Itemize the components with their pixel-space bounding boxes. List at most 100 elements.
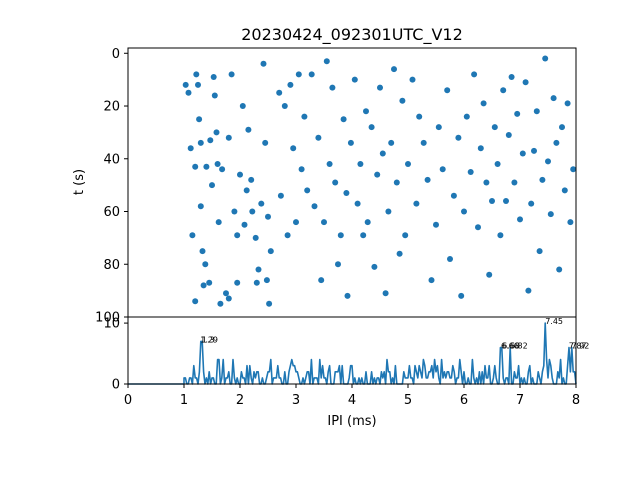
ipi-x-tick-label: 1: [180, 393, 188, 408]
raster-point: [450, 192, 457, 199]
raster-point: [234, 279, 241, 286]
raster-y-tick-label: 0: [112, 47, 120, 62]
raster-point: [517, 216, 523, 223]
raster-point: [197, 139, 204, 146]
raster-y-tick-label: 80: [103, 258, 120, 273]
raster-point: [424, 176, 431, 183]
raster-point: [196, 116, 203, 123]
raster-point: [195, 81, 201, 88]
ipi-histogram-plot: 1.291.3 6.666.686.82 7.45 7.877.92 0 1 2 3 4 5 6 7…: [103, 316, 589, 429]
raster-point: [343, 190, 350, 196]
raster-point: [284, 232, 291, 239]
raster-point: [371, 263, 378, 270]
raster-point: [219, 166, 226, 173]
raster-point: [458, 292, 465, 299]
raster-point: [231, 208, 238, 215]
raster-point: [409, 76, 416, 83]
raster-point: [344, 292, 351, 299]
raster-point: [323, 58, 330, 65]
raster-point: [281, 103, 288, 109]
raster-point: [321, 219, 327, 226]
raster-point: [416, 113, 423, 120]
raster-point: [564, 100, 571, 107]
raster-point: [357, 161, 364, 167]
ipi-x-tick-label: 4: [348, 393, 356, 408]
raster-point: [570, 166, 577, 173]
raster-point: [528, 200, 535, 207]
raster-point: [480, 100, 487, 107]
raster-point: [213, 129, 220, 136]
raster-point: [295, 71, 302, 78]
raster-point: [192, 298, 199, 305]
raster-point: [360, 232, 367, 239]
ipi-peak-label: 7.87: [569, 342, 587, 351]
raster-point: [202, 261, 209, 268]
ipi-peak-label: 1.29: [200, 335, 218, 344]
ipi-peak-label: 1.3: [202, 335, 215, 344]
raster-point: [382, 290, 389, 297]
raster-point: [243, 187, 250, 194]
raster-point: [435, 124, 442, 131]
raster-point: [351, 76, 358, 83]
raster-point: [413, 200, 420, 207]
raster-point: [542, 55, 549, 62]
raster-point: [287, 81, 294, 88]
raster-point: [550, 95, 557, 102]
raster-point: [531, 147, 537, 154]
raster-point: [439, 166, 446, 173]
raster-point: [245, 126, 252, 133]
raster-point: [536, 248, 543, 255]
raster-point: [211, 92, 218, 99]
raster-y-tick-label: 60: [103, 205, 120, 220]
raster-point: [267, 248, 274, 255]
raster-point: [234, 232, 241, 239]
raster-point: [263, 277, 270, 284]
raster-point: [396, 250, 403, 257]
raster-point: [467, 169, 474, 175]
ipi-x-tick-label: 5: [404, 393, 412, 408]
raster-point: [203, 163, 210, 170]
raster-point: [556, 266, 563, 273]
raster-point: [428, 277, 435, 284]
raster-point: [308, 71, 315, 78]
raster-point: [364, 219, 371, 226]
raster-point: [182, 81, 189, 88]
raster-point: [266, 300, 273, 307]
raster-point: [475, 224, 481, 231]
raster-point: [491, 124, 498, 131]
raster-point: [545, 158, 551, 165]
raster-point: [514, 110, 521, 117]
raster-point: [354, 200, 361, 207]
raster-point: [393, 179, 400, 186]
raster-y-tick-label: 100: [95, 311, 120, 326]
raster-point: [255, 266, 262, 273]
raster-point: [363, 108, 369, 115]
raster-point: [276, 89, 283, 96]
ipi-y-tick-label: 10: [103, 317, 120, 332]
raster-point: [567, 219, 574, 226]
raster-point: [206, 279, 213, 286]
raster-point: [486, 271, 493, 278]
raster-point: [391, 66, 397, 73]
raster-point: [447, 256, 453, 262]
ipi-x-axis-label: IPI (ms): [327, 414, 376, 429]
raster-point: [311, 203, 318, 210]
raster-point: [207, 137, 214, 144]
raster-point: [185, 89, 192, 96]
ipi-peak-label: 6.68: [502, 342, 520, 351]
raster-point: [239, 103, 246, 109]
raster-point: [248, 176, 255, 183]
raster-point: [539, 176, 546, 183]
raster-point: [374, 171, 381, 178]
raster-point: [329, 84, 336, 91]
raster-point: [497, 232, 504, 239]
raster-point: [318, 277, 325, 284]
raster-point: [508, 74, 515, 80]
raster-point: [258, 200, 265, 207]
raster-point: [335, 261, 341, 268]
chart-title: 20230424_092301UTC_V12: [241, 25, 463, 45]
raster-y-ticks: 0 20 40 60 80 100: [95, 47, 128, 326]
raster-point: [489, 198, 495, 204]
